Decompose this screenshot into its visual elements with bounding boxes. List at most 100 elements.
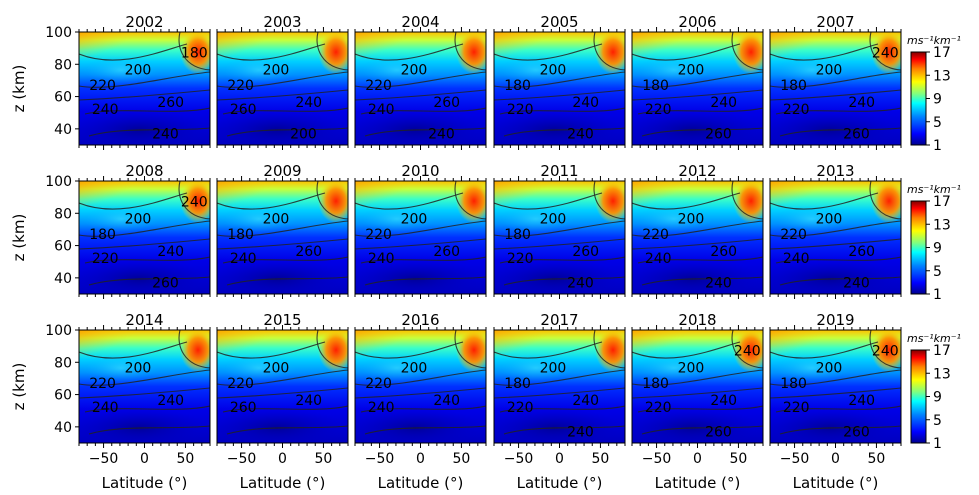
contour-line [593,181,625,220]
contour-line [779,276,901,286]
contour-line [454,330,486,369]
contour-lines [770,330,901,435]
contour-label: 180 [642,376,669,392]
contour-line [641,127,763,137]
y-tick-label: 60 [54,388,72,404]
contour-label: 240 [295,95,322,111]
contour-label: 200 [816,211,843,227]
contour-line [593,330,625,369]
contour-line [494,89,625,101]
x-tick-label: 0 [140,451,149,467]
contour-line [88,276,210,286]
panel-title: 2015 [263,311,301,329]
x-axis-label: Latitude (°) [517,474,603,492]
contour-lines [770,181,901,286]
contour-label: 240 [230,251,257,267]
panel-2009: 200 180 240 260 2009 [216,162,349,299]
contour-line [632,192,741,210]
contour-label: 240 [157,244,184,260]
colorbar: ms⁻¹km⁻¹ 1 5 9 13 17 [907,34,961,154]
colorbar-gradient [910,349,927,444]
panel-2012: 200 220 240 260 240 2012 [631,162,764,299]
contour-line [217,369,348,386]
contour-lines [217,330,348,435]
heatmap-field: 200 180 220 240 260 [632,32,763,145]
contour-line [775,405,901,413]
y-axis-label: z (km) [10,363,28,411]
contour-lines [494,32,625,137]
contour-label: 260 [705,425,732,441]
contour-label: 200 [263,360,290,376]
panel-title: 2008 [125,162,163,180]
y-tick-label: 60 [54,239,72,255]
panel-2003: 200 220 260 240 200 2003 [216,13,349,150]
contour-line [360,107,486,115]
contour-label: 180 [504,227,531,243]
contour-label: 200 [125,360,152,376]
contour-label: 220 [227,78,254,94]
contour-label: 240 [872,45,899,61]
contour-label: 240 [92,102,119,118]
contour-line [360,405,486,413]
contour-label: 240 [645,251,672,267]
contour-line [222,405,348,413]
contour-line [88,127,210,137]
contour-line [494,220,625,237]
colorbar-tick-label: 13 [933,68,951,84]
contour-line [503,127,625,137]
contour-line [632,220,763,237]
contour-label: 240 [710,393,737,409]
x-tick-label: 50 [592,451,610,467]
panel-2013: 200 220 240 260 240 2013 [769,162,902,299]
contour-lines [632,330,763,435]
colorbar-tick-label: 17 [933,194,951,210]
contour-line [178,32,210,71]
contour-label: 220 [89,78,116,94]
contour-line [632,341,741,359]
panel-title: 2010 [401,162,439,180]
contour-line [770,369,901,386]
contour-lines [79,330,210,435]
x-axis-label: Latitude (°) [102,474,188,492]
x-tick-label: −50 [365,451,395,467]
panel-2019: 200 180 220 240 260 240 2019 −50 0 50 [769,311,902,467]
panel-title: 2013 [816,162,854,180]
panel-title: 2018 [678,311,716,329]
contour-line [79,238,210,250]
contour-line [222,107,348,115]
contour-label: 220 [783,400,810,416]
y-tick-label: 80 [54,57,72,73]
contour-label: 240 [368,251,395,267]
contour-label: 240 [181,194,208,210]
contour-line [770,341,879,359]
heatmap-field: 200 180 220 260 240 [494,181,625,294]
heatmap-field: 200 220 240 240 [355,330,486,443]
contour-label: 260 [157,95,184,111]
contour-line [88,425,210,435]
contour-line [355,192,464,210]
contour-label: 240 [848,393,875,409]
contour-label: 260 [843,127,870,143]
contour-label: 260 [843,425,870,441]
contour-label: 220 [645,400,672,416]
colorbar: ms⁻¹km⁻¹ 1 5 9 13 17 [907,332,961,452]
contour-line [770,238,901,250]
contour-label: 220 [92,251,119,267]
contour-line [84,405,210,413]
heatmap-field: 200 220 240 260 240 [355,32,486,145]
heatmap-field: 200 220 240 260 240 [632,181,763,294]
contour-label: 220 [507,102,534,118]
panel-title: 2019 [816,311,854,329]
x-tick-label: −50 [504,451,534,467]
heatmap-field: 200 180 220 240 240 [494,330,625,443]
contour-label: 200 [263,211,290,227]
contour-line [494,387,625,399]
contour-label: 260 [230,400,257,416]
contour-label: 200 [125,62,152,78]
contour-label: 260 [230,102,257,118]
contour-label: 240 [572,95,599,111]
contour-label: 240 [843,276,870,292]
contour-label: 200 [540,211,567,227]
contour-line [454,32,486,71]
